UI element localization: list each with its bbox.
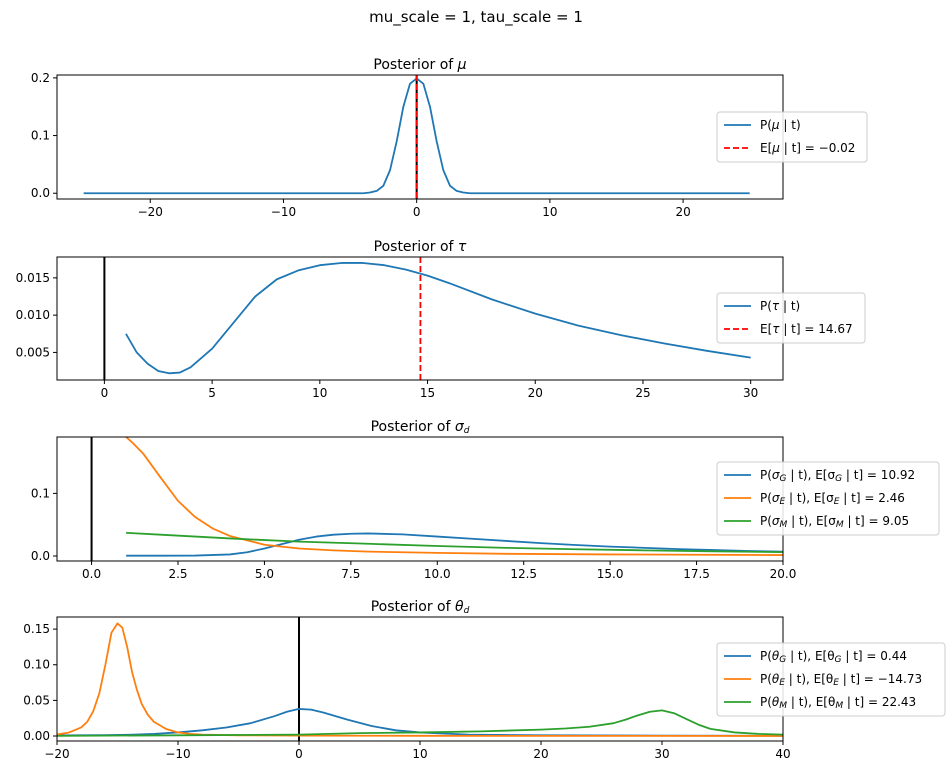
series-line-1 [126,532,783,557]
legend-label: E[τ | t] = 14.67 [760,322,853,336]
x-tick-label: 7.5 [341,567,360,581]
axes-frame [56,436,784,562]
legend: P(μ | t) E[μ | t] = −0.02 [716,111,868,163]
plot-area [57,617,783,741]
chart-panel-4: −20 −10 0 10 20 30 40 0.00 0.05 0.10 0.15 Posterior… [23,599,946,761]
y-tick-label: 0.05 [23,693,50,707]
y-tick-label: 0.0 [31,549,50,563]
plot-area [90,437,783,561]
x-tick-label: 17.5 [683,567,710,581]
x-tick-label: 25 [635,386,650,400]
y-tick-label: 0.10 [23,658,50,672]
x-tick-label: −20 [138,205,163,219]
series-line-2 [57,622,783,737]
y-tick-label: 0.15 [23,622,50,636]
x-tick-label: 0 [413,205,421,219]
legend-label: P(σM | t), E[σM | t] = 9.05 [760,514,909,530]
plot-area [103,257,751,380]
x-tick-label: 0 [101,386,109,400]
y-tick-label: 0.010 [16,308,50,322]
panel-title: Posterior of μ [373,57,466,73]
figure-suptitle: mu_scale = 1, tau_scale = 1 [369,8,583,27]
x-tick-label: −10 [271,205,296,219]
axes-frame [56,616,784,742]
series-line-3 [126,531,783,554]
plot-area [83,75,750,199]
legend-label: P(σE | t), E[σE | t] = 2.46 [760,491,905,507]
axes-frame [56,74,784,200]
x-tick-label: 0 [295,747,303,761]
y-tick-label: 0.0 [31,186,50,200]
x-tick-label: −10 [165,747,190,761]
legend-label: P(θE | t), E[θE | t] = −14.73 [760,672,922,688]
x-tick-label: 5 [208,386,216,400]
x-tick-label: 30 [654,747,669,761]
legend-label: P(μ | t) [760,118,801,132]
legend-label: P(θM | t), E[θM | t] = 22.43 [760,695,916,711]
y-tick-label: 0.1 [31,486,50,500]
series-line-3 [57,709,783,737]
legend-box [716,461,940,536]
x-tick-label: 10.0 [424,567,451,581]
x-tick-label: 12.5 [510,567,537,581]
x-tick-label: 5.0 [255,567,274,581]
y-tick-label: 0.015 [16,271,50,285]
y-tick-label: 0.005 [16,345,50,359]
legend-label: E[μ | t] = −0.02 [760,141,855,155]
panel-title: Posterior of σd [371,419,470,436]
legend-box [716,292,866,344]
legend: P(θG | t), E[θG | t] = 0.44 P(θE | t), E[… [716,642,946,717]
series-line-2 [125,437,783,556]
legend-label: P(τ | t) [760,299,800,313]
y-tick-label: 0.1 [31,129,50,143]
y-tick-label: 0.2 [31,71,50,85]
legend: P(τ | t) E[τ | t] = 14.67 [716,292,866,344]
x-tick-label: 30 [743,386,758,400]
x-tick-label: 15 [420,386,435,400]
legend-label: P(θG | t), E[θG | t] = 0.44 [760,649,907,665]
chart-panel-2: 0 5 10 15 20 25 30 0.005 0.010 0.015 Posterior of … [16,239,866,400]
panel-title: Posterior of τ [374,239,467,255]
chart-panel-3: 0.0 2.5 5.0 7.5 10.0 12.5 15.0 17.5 20.0 0.0 0.1 Po… [31,419,940,581]
x-tick-label: 2.5 [168,567,187,581]
x-tick-label: −20 [44,747,69,761]
x-tick-label: 20 [528,386,543,400]
x-tick-label: 20 [533,747,548,761]
x-tick-label: 15.0 [597,567,624,581]
chart-panel-1: −20 −10 0 10 20 0.0 0.1 0.2 Posterior of μ P(μ | … [31,57,868,219]
x-tick-label: 40 [775,747,790,761]
legend: P(σG | t), E[σG | t] = 10.92 P(σE | t), E… [716,461,940,536]
x-tick-label: 10 [412,747,427,761]
x-tick-label: 10 [542,205,557,219]
legend-label: P(σG | t), E[σG | t] = 10.92 [760,468,915,484]
series-line-1 [57,708,783,737]
panels: −20 −10 0 10 20 0.0 0.1 0.2 Posterior of μ P(μ | … [16,57,946,761]
x-tick-label: 20.0 [770,567,797,581]
legend-box [716,111,868,163]
y-tick-label: 0.00 [23,729,50,743]
x-tick-label: 0.0 [82,567,101,581]
x-tick-label: 10 [312,386,327,400]
panel-title: Posterior of θd [371,599,470,616]
legend-box [716,642,946,717]
series-line-1 [125,262,751,375]
x-tick-label: 20 [675,205,690,219]
